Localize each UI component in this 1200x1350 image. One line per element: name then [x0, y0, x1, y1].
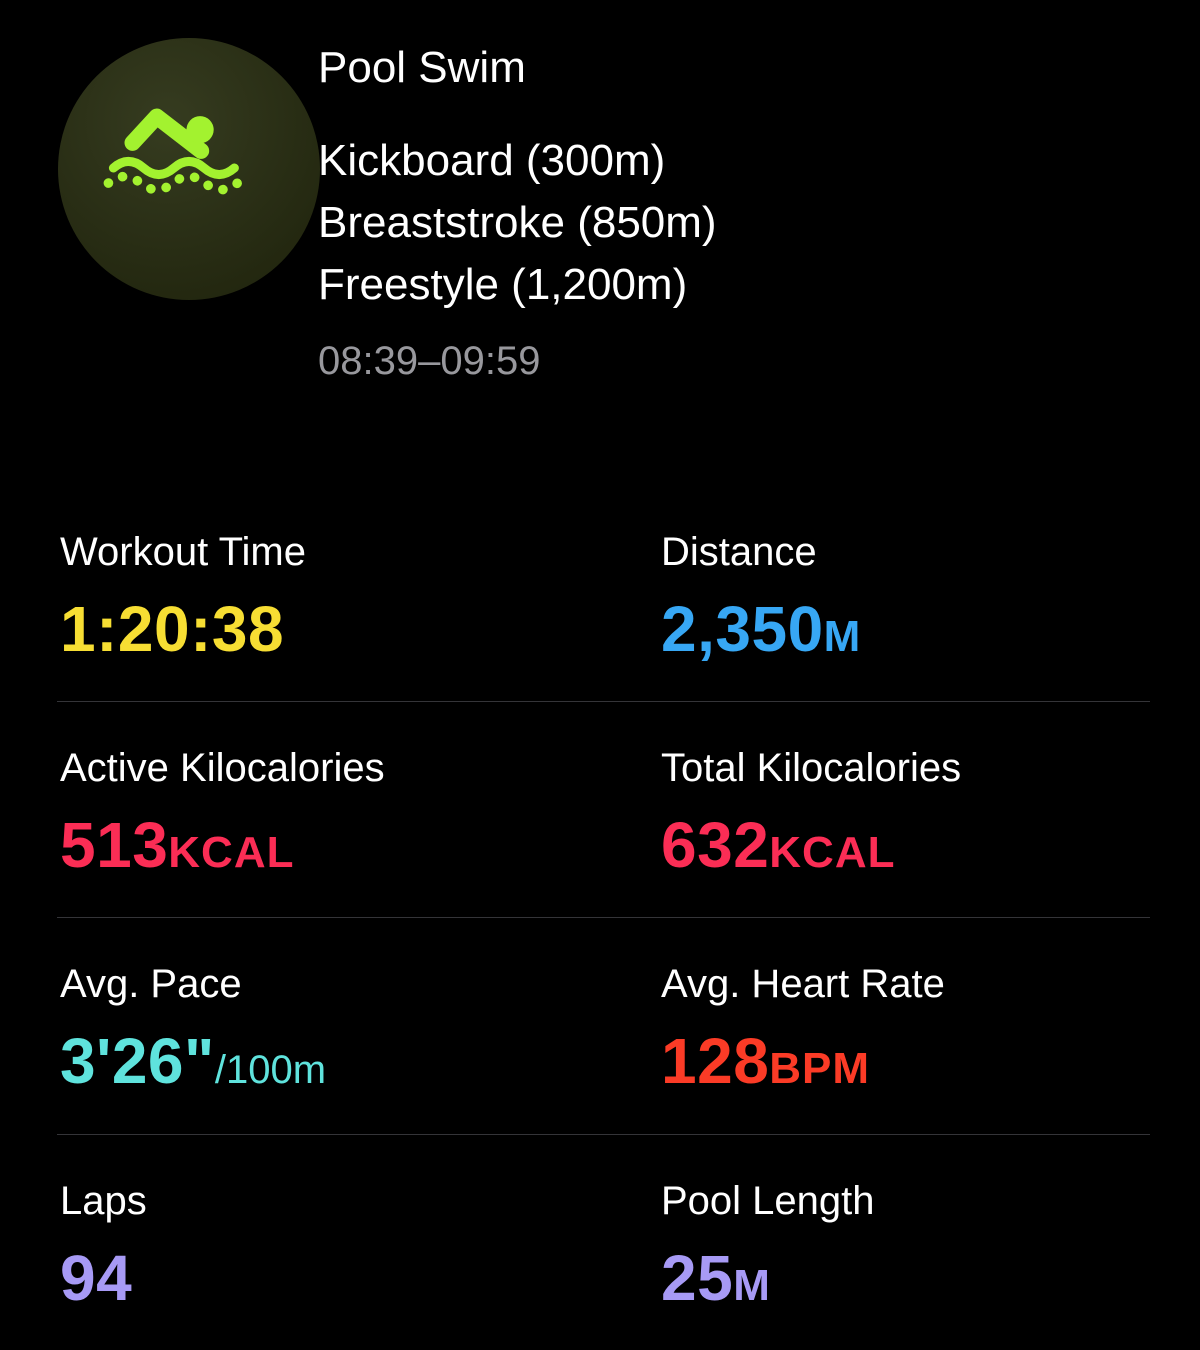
- stat-label: Avg. Pace: [60, 962, 242, 1006]
- stat-unit: BPM: [769, 1044, 871, 1093]
- workout-header: Pool Swim Kickboard (300m) Breaststroke …: [318, 42, 1160, 384]
- stat-unit: M: [733, 1261, 771, 1310]
- stat-label: Workout Time: [60, 530, 306, 574]
- stat-row-kilocalories: Active Kilocalories 513KCAL Total Kiloca…: [57, 702, 1150, 918]
- stat-avg-heart-rate: Avg. Heart Rate 128BPM: [658, 960, 1150, 1105]
- stat-value: 94: [60, 1242, 133, 1314]
- stat-label: Pool Length: [661, 1179, 875, 1223]
- stat-distance: Distance 2,350M: [658, 528, 1150, 672]
- stat-pool-length: Pool Length 25M: [658, 1177, 1150, 1321]
- stat-label: Active Kilocalories: [60, 746, 385, 790]
- stat-label: Laps: [60, 1179, 147, 1223]
- workout-time-range: 08:39–09:59: [318, 339, 541, 383]
- stat-row-laps-poollength: Laps 94 Pool Length 25M: [57, 1135, 1150, 1350]
- stat-active-kilocalories: Active Kilocalories 513KCAL: [57, 744, 658, 888]
- stat-value: 632KCAL: [661, 809, 896, 881]
- stat-laps: Laps 94: [57, 1177, 658, 1321]
- stat-row-time-distance: Workout Time 1:20:38 Distance 2,350M: [57, 486, 1150, 702]
- stat-value: 128BPM: [661, 1025, 871, 1097]
- workout-segments: Kickboard (300m) Breaststroke (850m) Fre…: [318, 130, 1160, 316]
- workout-title: Pool Swim: [318, 43, 526, 92]
- swimmer-icon: [58, 38, 320, 300]
- stat-label: Total Kilocalories: [661, 746, 962, 790]
- stat-value: 1:20:38: [60, 593, 285, 665]
- stat-label: Avg. Heart Rate: [661, 962, 945, 1006]
- stat-avg-pace: Avg. Pace 3'26"/100m: [57, 960, 658, 1105]
- stat-unit: /100m: [214, 1048, 327, 1092]
- stat-value: 25M: [661, 1242, 771, 1314]
- workout-stats: Workout Time 1:20:38 Distance 2,350M Act…: [0, 486, 1200, 1350]
- stat-total-kilocalories: Total Kilocalories 632KCAL: [658, 744, 1150, 888]
- stat-value: 3'26"/100m: [60, 1025, 327, 1097]
- stat-unit: KCAL: [769, 828, 896, 877]
- segment-line: Kickboard (300m): [318, 136, 666, 185]
- stat-unit: KCAL: [168, 828, 295, 877]
- stat-workout-time: Workout Time 1:20:38: [57, 528, 658, 672]
- segment-line: Freestyle (1,200m): [318, 260, 688, 309]
- stat-row-pace-heartrate: Avg. Pace 3'26"/100m Avg. Heart Rate 128…: [57, 918, 1150, 1135]
- stat-value: 513KCAL: [60, 809, 295, 881]
- stat-value: 2,350M: [661, 593, 862, 665]
- stat-unit: M: [823, 612, 862, 661]
- segment-line: Breaststroke (850m): [318, 198, 717, 247]
- stat-label: Distance: [661, 530, 817, 574]
